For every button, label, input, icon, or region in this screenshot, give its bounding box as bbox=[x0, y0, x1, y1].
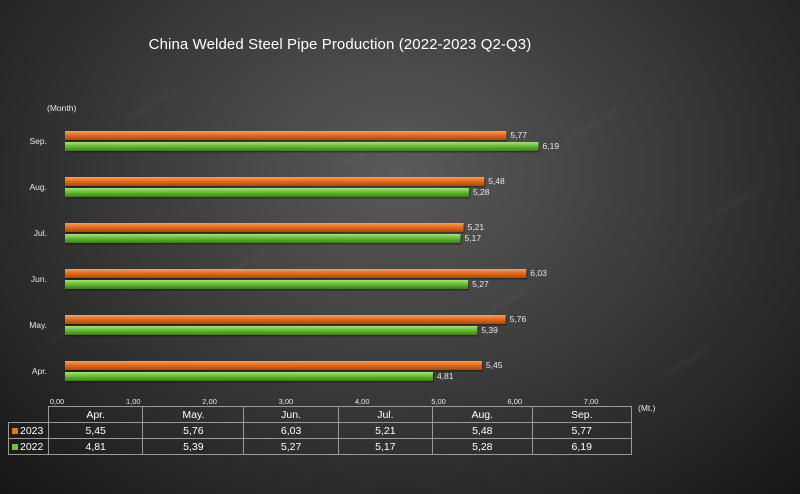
table-column-header: Sep. bbox=[531, 406, 633, 423]
bar-2023-jun bbox=[65, 269, 527, 278]
bar-2022-sep bbox=[65, 142, 539, 151]
table-cell: 4,81 bbox=[47, 438, 144, 455]
chart-title: China Welded Steel Pipe Production (2022… bbox=[148, 36, 532, 53]
table-column-header: Jun. bbox=[243, 406, 339, 423]
table-cell: 5,48 bbox=[432, 422, 533, 439]
data-table: Apr. May. Jun. Jul. Aug. Sep. 2023 5,45 5,76 6,0… bbox=[8, 406, 633, 455]
table-cell: 5,39 bbox=[142, 438, 245, 455]
data-label: 5,17 bbox=[465, 233, 482, 243]
table-cell: 6,03 bbox=[243, 422, 339, 439]
bar-2022-jul bbox=[65, 234, 461, 243]
data-label: 5,48 bbox=[488, 176, 505, 186]
data-table-corner bbox=[8, 406, 49, 423]
x-tick-label: 4,00 bbox=[355, 397, 370, 406]
bar-2022-apr bbox=[65, 372, 433, 381]
table-cell: 6,19 bbox=[531, 438, 633, 455]
series-name: 2023 bbox=[20, 424, 44, 437]
data-label: 6,03 bbox=[530, 268, 547, 278]
table-series-cell: 2023 bbox=[8, 422, 49, 439]
legend-swatch bbox=[12, 443, 18, 450]
data-label: 5,28 bbox=[473, 187, 490, 197]
table-column-header: Apr. bbox=[47, 406, 144, 423]
bar-2022-aug bbox=[65, 188, 469, 197]
bar-2023-may bbox=[65, 315, 506, 324]
table-column-header: Jul. bbox=[337, 406, 434, 423]
data-label: 5,21 bbox=[468, 222, 485, 232]
bar-2022-may bbox=[65, 326, 478, 335]
table-row: 2022 4,81 5,39 5,27 5,17 5,28 6,19 bbox=[8, 438, 633, 455]
table-cell: 5,27 bbox=[243, 438, 339, 455]
category-label: Jun. bbox=[31, 274, 47, 284]
series-name: 2022 bbox=[20, 440, 44, 453]
category-label: Jul. bbox=[34, 228, 47, 238]
bar-2023-sep bbox=[65, 131, 507, 140]
x-tick-label: 2,00 bbox=[202, 397, 217, 406]
x-tick-label: 3,00 bbox=[279, 397, 294, 406]
y-axis-label: (Month) bbox=[47, 103, 76, 113]
data-label: 5,39 bbox=[481, 325, 498, 335]
category-label: Sep. bbox=[30, 136, 48, 146]
x-tick-label: 1,00 bbox=[126, 397, 141, 406]
x-axis-label: (Mt.) bbox=[638, 403, 656, 413]
data-label: 5,76 bbox=[510, 314, 527, 324]
table-cell: 5,21 bbox=[337, 422, 434, 439]
data-label: 4,81 bbox=[437, 371, 454, 381]
bar-2023-aug bbox=[65, 177, 485, 186]
data-label: 5,77 bbox=[510, 130, 527, 140]
table-cell: 5,17 bbox=[337, 438, 434, 455]
x-tick-label: 7,00 bbox=[584, 397, 599, 406]
legend-swatch bbox=[12, 427, 18, 434]
table-column-header: May. bbox=[142, 406, 245, 423]
bar-2023-jul bbox=[65, 223, 464, 232]
table-cell: 5,45 bbox=[47, 422, 144, 439]
table-row: 2023 5,45 5,76 6,03 5,21 5,48 5,77 bbox=[8, 422, 633, 439]
category-label: May. bbox=[29, 320, 47, 330]
table-column-header: Aug. bbox=[432, 406, 533, 423]
bar-2022-jun bbox=[65, 280, 469, 289]
x-tick-label: 6,00 bbox=[507, 397, 522, 406]
category-label: Apr. bbox=[32, 366, 47, 376]
data-label: 5,27 bbox=[472, 279, 489, 289]
category-label: Aug. bbox=[30, 182, 48, 192]
table-series-cell: 2022 bbox=[8, 438, 49, 455]
x-tick-label: 5,00 bbox=[431, 397, 446, 406]
data-table-header-row: Apr. May. Jun. Jul. Aug. Sep. bbox=[8, 406, 633, 423]
table-cell: 5,77 bbox=[531, 422, 633, 439]
x-tick-label: 0,00 bbox=[50, 397, 65, 406]
bar-2023-apr bbox=[65, 361, 482, 370]
table-cell: 5,28 bbox=[432, 438, 533, 455]
table-cell: 5,76 bbox=[142, 422, 245, 439]
data-label: 5,45 bbox=[486, 360, 503, 370]
data-label: 6,19 bbox=[543, 141, 560, 151]
